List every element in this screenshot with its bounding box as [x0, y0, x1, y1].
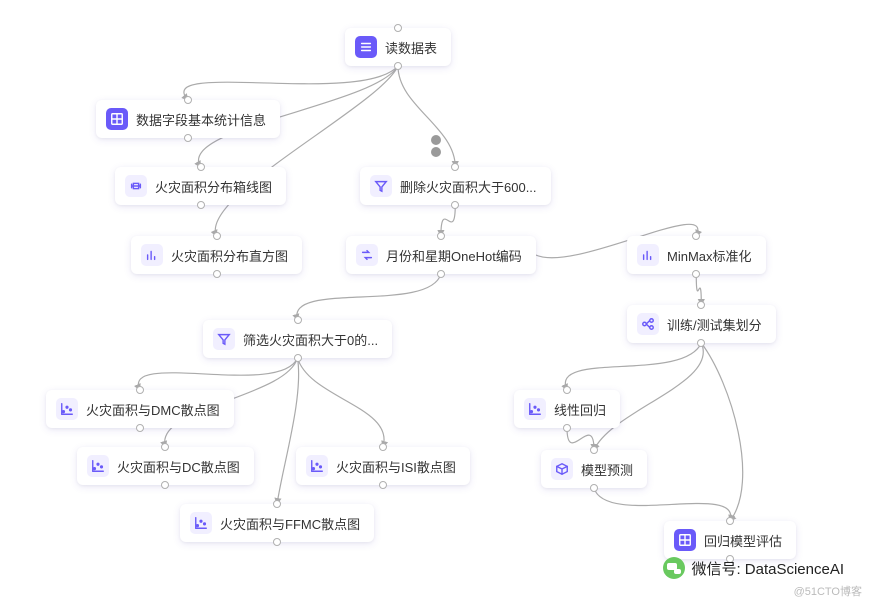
edge-filter600-onehot — [441, 205, 455, 236]
watermark-text-1: 微信号: DataScienceAI — [691, 558, 844, 579]
edge-split-eval — [701, 343, 742, 521]
node-eval[interactable]: 回归模型评估 — [664, 521, 796, 559]
node-label: 筛选火灾面积大于0的... — [243, 330, 378, 349]
transform-icon — [356, 244, 378, 266]
edge-filtergt0-dmc — [138, 358, 297, 390]
node-label: 火灾面积分布箱线图 — [155, 177, 272, 196]
watermark-source: @51CTO博客 — [794, 583, 862, 599]
scatter-icon — [87, 455, 109, 477]
wechat-icon — [663, 557, 685, 579]
node-onehot[interactable]: 月份和星期OneHot编码 — [346, 236, 536, 274]
filter-icon — [213, 328, 235, 350]
cube-icon — [551, 458, 573, 480]
node-hist[interactable]: 火灾面积分布直方图 — [131, 236, 302, 274]
node-box[interactable]: 火灾面积分布箱线图 — [115, 167, 286, 205]
node-predict[interactable]: 模型预测 — [541, 450, 647, 488]
edge-read-stats — [184, 66, 398, 100]
node-filter600[interactable]: 删除火灾面积大于600... — [360, 167, 551, 205]
grid-icon — [106, 108, 128, 130]
node-dmc[interactable]: 火灾面积与DMC散点图 — [46, 390, 234, 428]
edge-filtergt0-isi — [298, 358, 385, 447]
node-label: 训练/测试集划分 — [667, 315, 762, 334]
scatter-icon — [524, 398, 546, 420]
edge-read-filter600 — [398, 66, 455, 167]
edge-handle[interactable] — [431, 147, 441, 157]
list-icon — [355, 36, 377, 58]
bars-icon — [141, 244, 163, 266]
node-label: 火灾面积分布直方图 — [171, 246, 288, 265]
node-label: MinMax标准化 — [667, 246, 752, 265]
boxplot-icon — [125, 175, 147, 197]
edge-filtergt0-ffmc — [277, 358, 299, 504]
node-label: 模型预测 — [581, 460, 633, 479]
node-linreg[interactable]: 线性回归 — [514, 390, 620, 428]
node-label: 删除火灾面积大于600... — [400, 177, 537, 196]
grid-icon — [674, 529, 696, 551]
edge-predict-eval — [594, 488, 731, 521]
node-read[interactable]: 读数据表 — [345, 28, 451, 66]
split-icon — [637, 313, 659, 335]
node-ffmc[interactable]: 火灾面积与FFMC散点图 — [180, 504, 374, 542]
node-label: 回归模型评估 — [704, 531, 782, 550]
node-split[interactable]: 训练/测试集划分 — [627, 305, 776, 343]
node-label: 数据字段基本统计信息 — [136, 110, 266, 129]
edge-read-hist — [215, 66, 398, 236]
node-label: 火灾面积与DC散点图 — [117, 457, 240, 476]
scatter-icon — [190, 512, 212, 534]
node-label: 读数据表 — [385, 38, 437, 57]
filter-icon — [370, 175, 392, 197]
scatter-icon — [56, 398, 78, 420]
node-label: 火灾面积与DMC散点图 — [86, 400, 220, 419]
bars-icon — [637, 244, 659, 266]
watermark-wechat: 微信号: DataScienceAI — [663, 557, 844, 579]
node-isi[interactable]: 火灾面积与ISI散点图 — [296, 447, 470, 485]
node-label: 线性回归 — [554, 400, 606, 419]
node-label: 火灾面积与ISI散点图 — [336, 457, 456, 476]
node-minmax[interactable]: MinMax标准化 — [627, 236, 766, 274]
node-label: 月份和星期OneHot编码 — [386, 246, 522, 265]
node-dc[interactable]: 火灾面积与DC散点图 — [77, 447, 254, 485]
node-label: 火灾面积与FFMC散点图 — [220, 514, 360, 533]
edge-onehot-filtergt0 — [297, 274, 441, 320]
node-filtergt0[interactable]: 筛选火灾面积大于0的... — [203, 320, 392, 358]
edge-handle[interactable] — [431, 135, 441, 145]
node-stats[interactable]: 数据字段基本统计信息 — [96, 100, 280, 138]
scatter-icon — [306, 455, 328, 477]
edge-layer — [0, 0, 874, 607]
